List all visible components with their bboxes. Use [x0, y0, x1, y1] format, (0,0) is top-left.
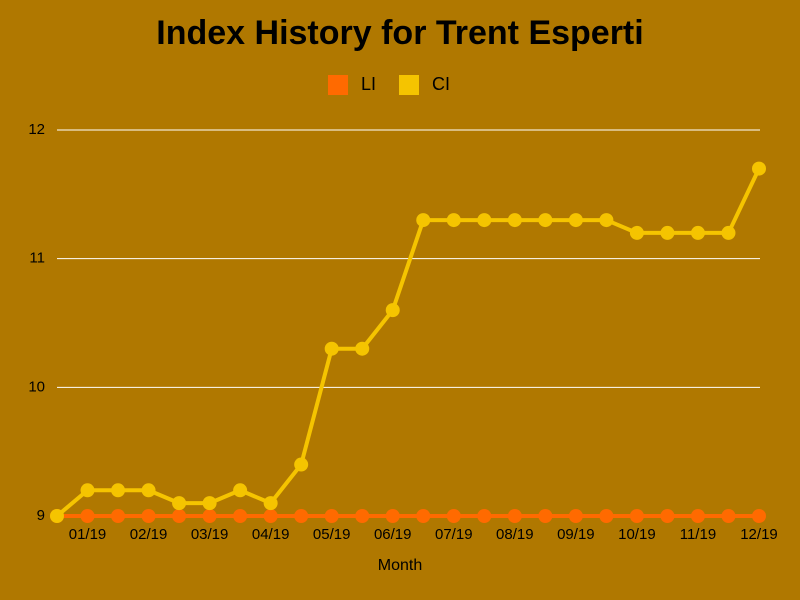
data-point [172, 509, 187, 523]
y-tick-label: 12 [28, 121, 45, 138]
data-point [202, 496, 217, 511]
x-tick-label: 09/19 [557, 526, 595, 543]
data-point [690, 225, 705, 240]
plot [50, 161, 766, 523]
data-point [111, 483, 126, 498]
data-point [324, 341, 339, 356]
data-point [416, 213, 431, 228]
data-point [141, 483, 156, 498]
data-point [538, 213, 553, 228]
legend-swatch [399, 75, 419, 95]
data-point [446, 509, 461, 523]
data-point [80, 483, 95, 498]
data-point [507, 509, 522, 523]
legend-label: CI [432, 74, 450, 94]
data-point [355, 341, 370, 356]
data-point [141, 509, 156, 523]
data-point [385, 509, 400, 523]
grid: 9 10 11 12 01/19 02/19 03/19 04/19 05/19 06/19 07/… [28, 121, 777, 543]
x-tick-label: 12/19 [740, 526, 778, 543]
data-point [324, 509, 339, 523]
data-point [660, 509, 675, 523]
y-tick-label: 11 [29, 250, 45, 267]
x-tick-label: 10/19 [618, 526, 656, 543]
data-point [355, 509, 370, 523]
data-point [477, 509, 492, 523]
data-point [690, 509, 705, 523]
data-point [385, 303, 400, 318]
x-tick-label: 08/19 [496, 526, 534, 543]
y-tick-label: 10 [28, 378, 45, 395]
data-point [507, 213, 522, 228]
x-tick-label: 06/19 [374, 526, 412, 543]
data-point [50, 509, 64, 523]
data-point [416, 509, 431, 523]
data-point [721, 509, 736, 523]
legend: LI CI [328, 74, 450, 95]
legend-swatch [328, 75, 348, 95]
data-point [721, 225, 736, 240]
data-point [568, 213, 583, 228]
data-point [294, 509, 309, 523]
x-tick-label: 02/19 [130, 526, 168, 543]
data-point [629, 225, 644, 240]
data-point [752, 161, 766, 176]
data-point [263, 496, 278, 511]
x-axis-label: Month [378, 557, 422, 574]
y-tick-label: 9 [37, 507, 45, 524]
chart-title: Index History for Trent Esperti [156, 14, 643, 52]
data-point [80, 509, 95, 523]
data-point [233, 509, 248, 523]
x-tick-label: 11/19 [680, 526, 716, 543]
data-point [202, 509, 217, 523]
data-point [477, 213, 492, 228]
x-tick-label: 01/19 [69, 526, 107, 543]
data-point [294, 457, 309, 472]
data-point [568, 509, 583, 523]
x-tick-label: 04/19 [252, 526, 290, 543]
data-point [752, 509, 766, 523]
data-point [629, 509, 644, 523]
data-point [263, 509, 278, 523]
data-point [172, 496, 187, 511]
data-point [599, 509, 614, 523]
legend-label: LI [361, 74, 376, 94]
data-point [111, 509, 126, 523]
x-tick-label: 03/19 [191, 526, 229, 543]
data-point [538, 509, 553, 523]
x-tick-label: 05/19 [313, 526, 351, 543]
data-point [660, 225, 675, 240]
data-point [599, 213, 614, 228]
x-tick-label: 07/19 [435, 526, 473, 543]
data-point [233, 483, 248, 498]
data-point [446, 213, 461, 228]
